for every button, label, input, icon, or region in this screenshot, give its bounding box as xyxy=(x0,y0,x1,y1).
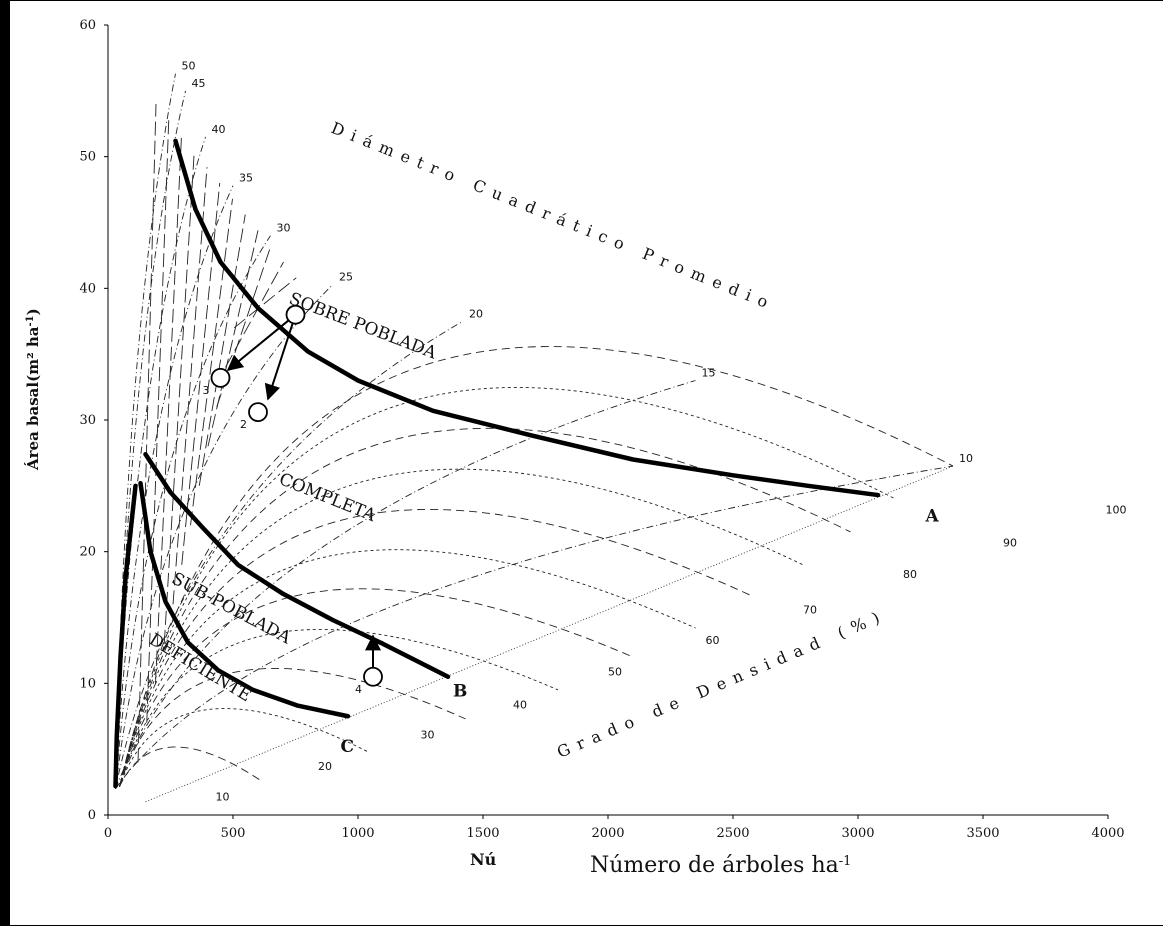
stand-point-label: 4 xyxy=(355,683,362,696)
x-tick-label: 2000 xyxy=(591,826,624,841)
x-tick-label: 2500 xyxy=(716,826,749,841)
y-tick-label: 50 xyxy=(79,150,96,165)
x-tick-label: 4000 xyxy=(1091,826,1124,841)
density-line-label: 70 xyxy=(803,604,817,617)
arrows xyxy=(226,313,381,668)
steep-guide-line xyxy=(190,198,233,526)
steep-guide-line xyxy=(146,119,170,723)
density-line xyxy=(119,668,466,787)
density-line xyxy=(119,346,954,787)
steep-guide-line xyxy=(225,261,284,368)
density-line xyxy=(119,746,264,787)
diameter-line-label: 30 xyxy=(277,222,291,235)
y-axis-title-sup: -1 xyxy=(25,315,36,326)
x-axis-title-main: Número de árboles ha xyxy=(590,853,839,878)
ticks: 0 500 1000 1500 2000 2500 3000 3500 4000 0 10 20 30 4… xyxy=(79,18,1124,841)
diameter-line xyxy=(115,380,696,789)
curve-a xyxy=(173,138,881,498)
y-tick-label: 20 xyxy=(79,545,96,560)
x-axis-fragment: Nú xyxy=(470,850,497,869)
steep-guide-line xyxy=(198,214,246,486)
stand-point xyxy=(285,304,306,325)
x-tick-label: 0 xyxy=(104,826,112,841)
transition-arrow xyxy=(264,314,297,401)
y-axis-title-close: ) xyxy=(24,308,42,315)
curve-label: C xyxy=(341,737,355,757)
zone-label: DEFICIENTE xyxy=(145,630,254,707)
diameter-line-label: 25 xyxy=(339,270,353,283)
diameter-line-label: 45 xyxy=(192,77,206,90)
density-line-label: 80 xyxy=(903,568,917,581)
steep-guide-line xyxy=(207,230,259,447)
steep-guide-line xyxy=(155,135,182,684)
diameter-line-label: 40 xyxy=(212,123,226,136)
y-tick-label: 0 xyxy=(88,808,96,823)
diameter-line-label: 10 xyxy=(959,452,973,465)
steep-guide-line xyxy=(233,277,297,329)
y-tick-label: 40 xyxy=(79,281,96,296)
density-line-label: 90 xyxy=(1003,536,1017,549)
diameter-line xyxy=(115,185,234,789)
x-tick-label: 1000 xyxy=(341,826,374,841)
stand-point xyxy=(210,367,231,388)
density-line xyxy=(119,468,804,787)
stand-point xyxy=(363,666,383,687)
density-line-label: 100 xyxy=(1106,503,1127,516)
diameter-title: Diámetro Cuadrático Promedio xyxy=(329,118,779,314)
transition-arrow xyxy=(226,313,297,371)
stand-point-label: 3 xyxy=(203,384,210,397)
density-line xyxy=(119,549,696,787)
y-tick-label: 60 xyxy=(79,18,96,33)
steep-guide-line xyxy=(137,103,157,763)
diameter-line xyxy=(115,465,954,789)
steep-guide-line xyxy=(172,167,208,605)
x-tick-label: 500 xyxy=(221,826,246,841)
x-tick-label: 3000 xyxy=(841,826,874,841)
labels: SOBRE POBLADACOMPLETASUB-POBLADADEFICIEN… xyxy=(145,289,939,757)
diameter-line xyxy=(115,284,334,789)
diameter-line-label: 50 xyxy=(182,60,196,73)
density-line-label: 40 xyxy=(513,698,527,711)
density-line-label: 30 xyxy=(421,729,435,742)
diameter-line-label: 20 xyxy=(469,307,483,320)
curve-label: A xyxy=(925,506,940,526)
density-line-label: 60 xyxy=(706,634,720,647)
zone-label: COMPLETA xyxy=(276,469,379,526)
y-axis-title-main: Área basal(m² ha xyxy=(24,326,42,471)
diameter-line xyxy=(115,320,464,789)
density-line xyxy=(119,629,559,787)
density-line xyxy=(119,509,754,787)
steep-guide-line xyxy=(163,151,195,644)
density-line xyxy=(119,588,634,787)
curve-label: B xyxy=(453,682,467,702)
density-line-label: 20 xyxy=(318,760,332,773)
stand-points: 3 2 4 xyxy=(203,304,383,696)
density-line xyxy=(119,387,896,787)
curve-base xyxy=(113,483,138,789)
x-axis-title-sup: -1 xyxy=(839,854,852,869)
diameter-line-label: 35 xyxy=(239,172,253,185)
density-line-label: 10 xyxy=(216,791,230,804)
steep-guide-line xyxy=(181,182,221,565)
curve-c xyxy=(138,480,351,719)
density-line-label: 50 xyxy=(608,665,622,678)
x-tick-label: 3500 xyxy=(966,826,999,841)
y-tick-label: 30 xyxy=(79,413,96,428)
y-axis-title: Área basal(m² ha-1) xyxy=(24,308,42,471)
density-lines: 102030405060708090100110 xyxy=(119,103,1127,804)
stand-point-label: 2 xyxy=(240,418,247,431)
diameter-line xyxy=(115,235,271,789)
x-axis-title: Número de árboles ha-1 xyxy=(590,853,851,878)
density-title: Grado de Densidad (%) xyxy=(554,605,890,762)
x-tick-label: 1500 xyxy=(466,826,499,841)
stand-point xyxy=(248,402,268,423)
y-tick-label: 10 xyxy=(79,676,96,691)
density-line xyxy=(119,708,369,787)
